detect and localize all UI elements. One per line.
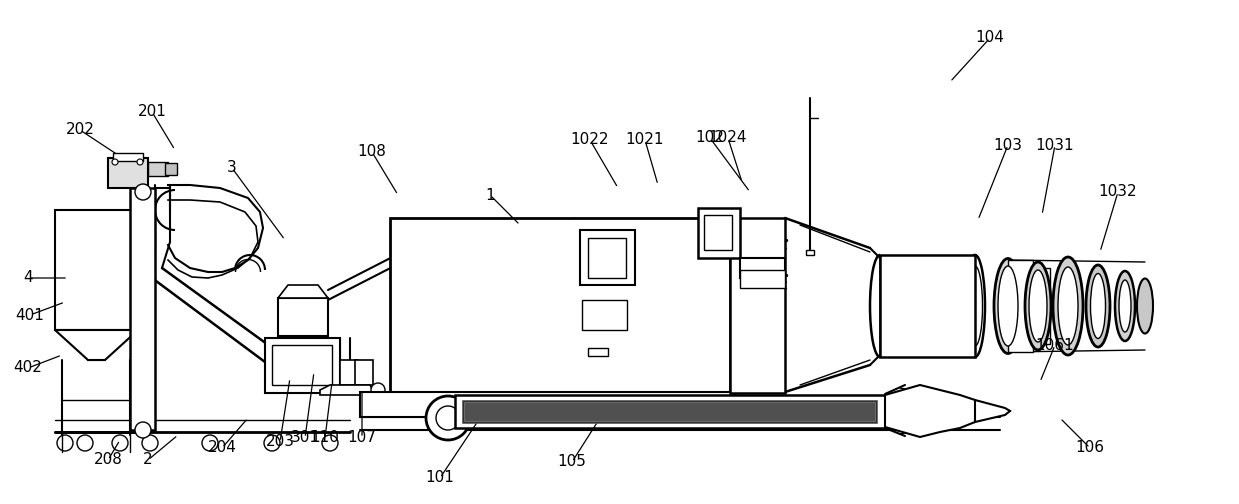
Bar <box>807 250 814 255</box>
Bar <box>462 400 877 423</box>
Ellipse shape <box>1119 280 1131 332</box>
Ellipse shape <box>1058 267 1078 345</box>
Bar <box>455 395 885 428</box>
Circle shape <box>142 435 159 451</box>
Polygon shape <box>278 285 328 298</box>
Bar <box>147 162 169 176</box>
Circle shape <box>202 435 218 451</box>
Circle shape <box>135 184 151 200</box>
Bar <box>740 258 786 278</box>
Text: 3: 3 <box>227 160 237 175</box>
Text: 401: 401 <box>16 307 45 323</box>
Text: 1024: 1024 <box>709 131 747 146</box>
Bar <box>356 360 373 385</box>
Bar <box>463 402 875 421</box>
Text: 301: 301 <box>290 430 320 446</box>
Text: 107: 107 <box>348 430 377 446</box>
Ellipse shape <box>1025 262 1051 350</box>
Polygon shape <box>975 400 1010 422</box>
Bar <box>589 348 608 356</box>
Circle shape <box>135 422 151 438</box>
Bar <box>1009 260 1033 352</box>
Bar <box>165 163 177 175</box>
Text: 108: 108 <box>358 145 387 159</box>
Bar <box>390 218 730 393</box>
Text: 208: 208 <box>94 453 123 468</box>
Text: 105: 105 <box>558 455 586 470</box>
Circle shape <box>370 383 385 397</box>
Bar <box>108 158 147 188</box>
Text: 203: 203 <box>265 434 295 450</box>
Circle shape <box>77 435 93 451</box>
Text: 204: 204 <box>208 440 237 456</box>
Text: 1061: 1061 <box>1036 338 1074 352</box>
Polygon shape <box>885 385 980 437</box>
Circle shape <box>426 396 470 440</box>
Text: 201: 201 <box>138 104 166 119</box>
Bar <box>740 270 786 288</box>
Circle shape <box>264 435 280 451</box>
Ellipse shape <box>1090 274 1105 339</box>
Text: 1031: 1031 <box>1036 138 1074 153</box>
Text: 103: 103 <box>994 138 1022 153</box>
Ellipse shape <box>997 266 1018 346</box>
Polygon shape <box>55 330 138 360</box>
Circle shape <box>112 435 128 451</box>
Ellipse shape <box>1115 271 1135 341</box>
Text: 1021: 1021 <box>626 133 664 148</box>
Ellipse shape <box>1087 265 1110 347</box>
Bar <box>339 360 358 385</box>
Bar <box>55 210 138 330</box>
Text: 101: 101 <box>425 471 455 485</box>
Ellipse shape <box>1053 257 1083 355</box>
Text: 4: 4 <box>24 271 32 285</box>
Bar <box>265 338 339 393</box>
Circle shape <box>112 159 118 165</box>
Ellipse shape <box>994 259 1022 353</box>
Bar <box>698 208 740 258</box>
Bar <box>704 215 732 250</box>
Polygon shape <box>320 385 375 395</box>
Bar <box>580 230 636 285</box>
Circle shape <box>322 435 338 451</box>
Bar <box>582 300 627 330</box>
Bar <box>361 392 735 417</box>
Ellipse shape <box>1030 270 1047 342</box>
Bar <box>880 255 975 357</box>
Text: 402: 402 <box>14 360 42 375</box>
Text: 110: 110 <box>311 430 339 446</box>
Text: 2: 2 <box>144 453 152 468</box>
Text: 202: 202 <box>66 122 94 138</box>
Text: 1022: 1022 <box>571 133 610 148</box>
Circle shape <box>436 406 460 430</box>
Bar <box>589 238 626 278</box>
Bar <box>1020 268 1049 344</box>
Circle shape <box>138 159 142 165</box>
Text: 102: 102 <box>695 131 725 146</box>
Text: 1: 1 <box>486 187 494 203</box>
Ellipse shape <box>1137 279 1154 334</box>
Bar <box>730 218 786 393</box>
Bar <box>273 345 332 385</box>
Bar <box>278 298 328 336</box>
Bar <box>113 153 142 161</box>
Bar <box>130 188 155 430</box>
Text: 106: 106 <box>1075 440 1104 456</box>
Circle shape <box>57 435 73 451</box>
Text: 1032: 1032 <box>1099 184 1137 200</box>
Text: 104: 104 <box>975 31 1005 45</box>
